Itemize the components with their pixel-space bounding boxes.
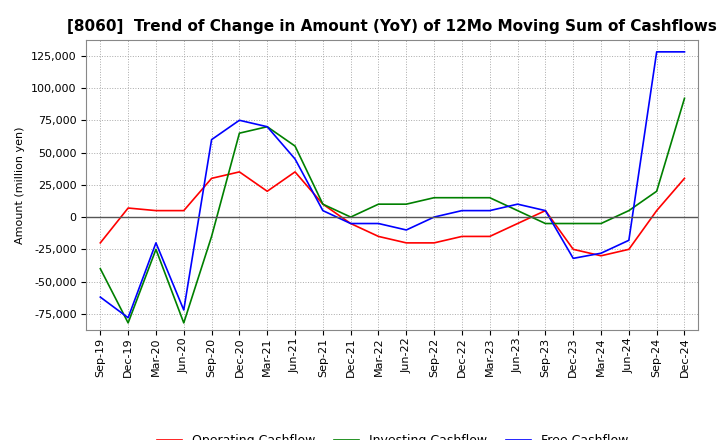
Investing Cashflow xyxy=(96,266,104,271)
Investing Cashflow xyxy=(680,95,689,101)
Title: [8060]  Trend of Change in Amount (YoY) of 12Mo Moving Sum of Cashflows: [8060] Trend of Change in Amount (YoY) o… xyxy=(68,19,717,34)
Operating Cashflow xyxy=(235,169,243,175)
Operating Cashflow xyxy=(179,208,188,213)
Investing Cashflow xyxy=(318,202,327,207)
Investing Cashflow xyxy=(541,221,550,226)
Free Cashflow xyxy=(624,238,633,243)
Free Cashflow xyxy=(597,250,606,256)
Operating Cashflow xyxy=(597,253,606,258)
Investing Cashflow xyxy=(374,202,383,207)
Investing Cashflow xyxy=(124,320,132,326)
Free Cashflow xyxy=(458,208,467,213)
Operating Cashflow xyxy=(152,208,161,213)
Operating Cashflow xyxy=(96,240,104,246)
Investing Cashflow xyxy=(207,234,216,239)
Free Cashflow xyxy=(152,240,161,246)
Investing Cashflow xyxy=(291,143,300,149)
Legend: Operating Cashflow, Investing Cashflow, Free Cashflow: Operating Cashflow, Investing Cashflow, … xyxy=(152,429,633,440)
Free Cashflow xyxy=(430,214,438,220)
Free Cashflow xyxy=(680,49,689,55)
Operating Cashflow xyxy=(263,189,271,194)
Investing Cashflow xyxy=(624,208,633,213)
Free Cashflow xyxy=(485,208,494,213)
Operating Cashflow xyxy=(346,221,355,226)
Operating Cashflow xyxy=(680,176,689,181)
Investing Cashflow xyxy=(152,247,161,252)
Free Cashflow xyxy=(513,202,522,207)
Investing Cashflow xyxy=(402,202,410,207)
Free Cashflow xyxy=(569,256,577,261)
Investing Cashflow xyxy=(652,189,661,194)
Operating Cashflow xyxy=(624,247,633,252)
Operating Cashflow xyxy=(291,169,300,175)
Free Cashflow xyxy=(235,117,243,123)
Free Cashflow xyxy=(374,221,383,226)
Investing Cashflow xyxy=(569,221,577,226)
Operating Cashflow xyxy=(485,234,494,239)
Operating Cashflow xyxy=(458,234,467,239)
Operating Cashflow xyxy=(569,247,577,252)
Investing Cashflow xyxy=(513,208,522,213)
Free Cashflow xyxy=(318,208,327,213)
Operating Cashflow xyxy=(541,208,550,213)
Free Cashflow xyxy=(124,315,132,320)
Investing Cashflow xyxy=(179,320,188,326)
Free Cashflow xyxy=(291,156,300,161)
Free Cashflow xyxy=(179,308,188,313)
Operating Cashflow xyxy=(430,240,438,246)
Free Cashflow xyxy=(96,294,104,300)
Operating Cashflow xyxy=(513,221,522,226)
Operating Cashflow xyxy=(374,234,383,239)
Free Cashflow xyxy=(541,208,550,213)
Free Cashflow xyxy=(402,227,410,233)
Investing Cashflow xyxy=(458,195,467,200)
Investing Cashflow xyxy=(485,195,494,200)
Free Cashflow xyxy=(207,137,216,142)
Free Cashflow xyxy=(263,124,271,129)
Y-axis label: Amount (million yen): Amount (million yen) xyxy=(16,126,25,244)
Free Cashflow xyxy=(652,49,661,55)
Operating Cashflow xyxy=(207,176,216,181)
Investing Cashflow xyxy=(597,221,606,226)
Investing Cashflow xyxy=(263,124,271,129)
Investing Cashflow xyxy=(346,214,355,220)
Free Cashflow xyxy=(346,221,355,226)
Investing Cashflow xyxy=(235,131,243,136)
Operating Cashflow xyxy=(318,202,327,207)
Operating Cashflow xyxy=(652,208,661,213)
Line: Investing Cashflow: Investing Cashflow xyxy=(100,98,685,323)
Operating Cashflow xyxy=(402,240,410,246)
Line: Free Cashflow: Free Cashflow xyxy=(100,52,685,318)
Line: Operating Cashflow: Operating Cashflow xyxy=(100,172,685,256)
Operating Cashflow xyxy=(124,205,132,211)
Investing Cashflow xyxy=(430,195,438,200)
